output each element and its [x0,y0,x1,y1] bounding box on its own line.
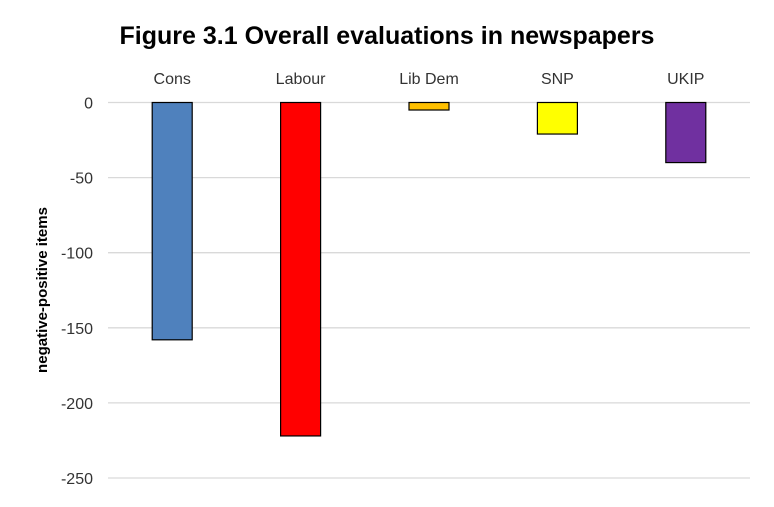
y-tick-label: -150 [61,321,93,338]
y-tick-label: -50 [70,171,93,188]
x-category-label: SNP [541,71,574,88]
x-category-label: Lib Dem [399,71,459,88]
y-tick-label: -200 [61,396,93,413]
chart-title: Figure 3.1 Overall evaluations in newspa… [120,22,655,50]
x-category-label: Cons [154,71,191,88]
bar-lib-dem [408,101,450,111]
bar-cons [151,101,193,341]
x-category-label: Labour [276,71,326,88]
bar-snp [536,101,579,135]
bar-labour [280,101,322,437]
y-tick-label: -100 [61,246,93,263]
bar-ukip [665,101,707,164]
y-tick-label: 0 [84,96,93,113]
y-axis-label: negative-positive items [34,207,51,373]
x-category-label: UKIP [667,71,704,88]
y-tick-label: -250 [61,471,93,488]
